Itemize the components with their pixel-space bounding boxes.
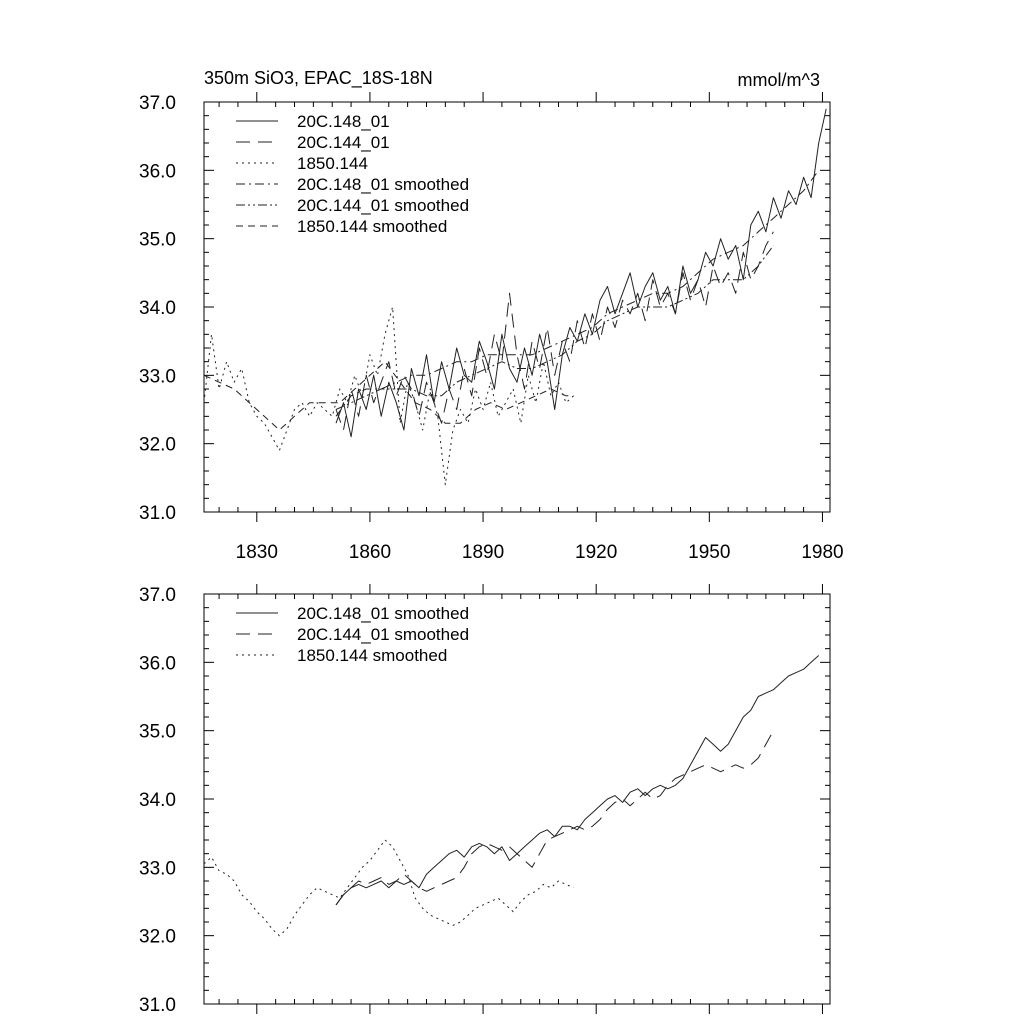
legend-label: 20C.144_01 smoothed <box>297 196 469 215</box>
legend: 20C.148_01 20C.144_01 1850.144 20C.148_01 s… <box>236 112 469 236</box>
y-tick-label: 37.0 <box>139 585 176 606</box>
y-tick-label: 31.0 <box>139 995 176 1016</box>
series-line-5 <box>335 245 774 410</box>
bottom-panel: 31.0 32.0 33.0 34.0 35.0 36.0 37.0 20C.148_01 … <box>139 584 831 1016</box>
y-axis-tick-labels: 31.0 32.0 33.0 34.0 35.0 36.0 37.0 <box>139 93 176 524</box>
y-tick-label: 35.0 <box>139 230 176 251</box>
legend-label: 20C.144_01 <box>297 133 390 152</box>
y-tick-label: 32.0 <box>139 435 176 456</box>
series-line-2 <box>335 231 774 431</box>
legend: 20C.148_01 smoothed 20C.144_01 smoothed 18… <box>236 604 469 665</box>
legend-label: 1850.144 smoothed <box>297 217 447 236</box>
series-line-3 <box>203 839 574 937</box>
series-line-1 <box>335 655 820 906</box>
y-tick-label: 31.0 <box>139 503 176 524</box>
y-tick-label: 36.0 <box>139 161 176 182</box>
x-tick-label: 1860 <box>349 542 391 563</box>
legend-label: 20C.148_01 smoothed <box>297 175 469 194</box>
series-line-3 <box>203 306 574 486</box>
y-tick-label: 35.0 <box>139 722 176 743</box>
series-line-2 <box>335 730 774 906</box>
series-layer <box>203 108 827 486</box>
y-tick-label: 32.0 <box>139 927 176 948</box>
y-tick-label: 36.0 <box>139 653 176 674</box>
x-tick-label: 1980 <box>801 542 843 563</box>
x-tick-label: 1920 <box>575 542 617 563</box>
series-line-4 <box>335 170 820 417</box>
axis-ticks <box>204 92 830 522</box>
y-tick-label: 34.0 <box>139 790 176 811</box>
top-panel: 350m SiO3, EPAC_18S-18N mmol/m^3 31.0 32.… <box>139 68 844 563</box>
legend-label: 20C.148_01 smoothed <box>297 604 469 623</box>
axis-ticks <box>204 584 830 1014</box>
x-tick-label: 1830 <box>236 542 278 563</box>
series-line-1 <box>335 108 827 438</box>
y-tick-label: 33.0 <box>139 858 176 879</box>
legend-label: 1850.144 smoothed <box>297 646 447 665</box>
y-tick-label: 34.0 <box>139 298 176 319</box>
y-tick-label: 33.0 <box>139 366 176 387</box>
legend-label: 20C.148_01 <box>297 112 390 131</box>
legend-label: 20C.144_01 smoothed <box>297 625 469 644</box>
x-tick-label: 1950 <box>688 542 730 563</box>
chart-title: 350m SiO3, EPAC_18S-18N <box>204 68 433 89</box>
y-tick-label: 37.0 <box>139 93 176 114</box>
series-layer <box>203 655 820 937</box>
units-label: mmol/m^3 <box>738 70 820 90</box>
legend-label: 1850.144 <box>297 154 368 173</box>
y-axis-tick-labels: 31.0 32.0 33.0 34.0 35.0 36.0 37.0 <box>139 585 176 1016</box>
x-tick-label: 1890 <box>462 542 504 563</box>
x-axis-tick-labels: 1830 1860 1890 1920 1950 1980 <box>236 542 844 563</box>
series-line-6 <box>203 361 574 431</box>
